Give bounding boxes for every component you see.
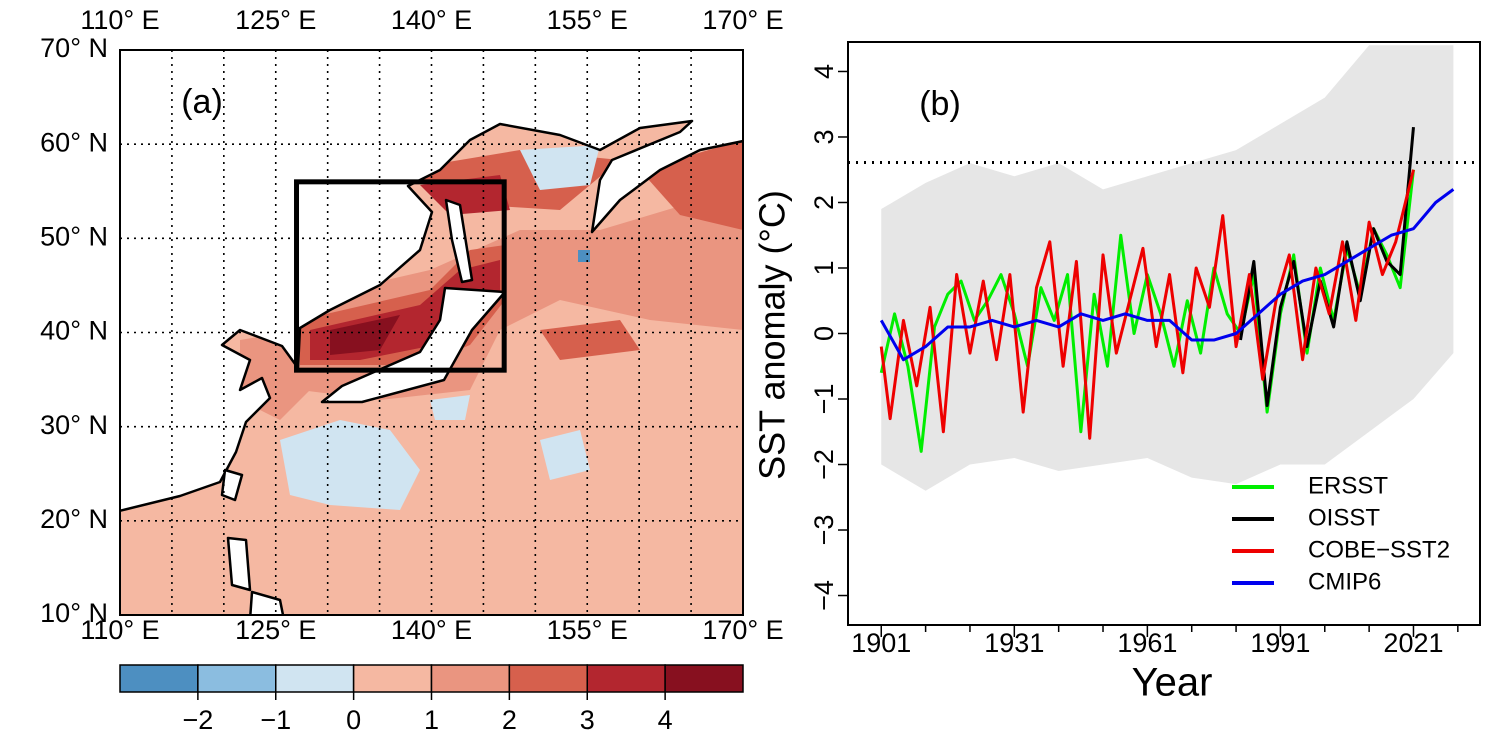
x-tick-label: 140° E bbox=[391, 5, 472, 35]
x-tick-label: 170° E bbox=[702, 5, 783, 35]
x-tick-label: 2021 bbox=[1383, 628, 1443, 658]
anomaly-patch bbox=[540, 430, 590, 480]
series-line bbox=[879, 188, 1455, 362]
colorbar-bin bbox=[275, 664, 355, 693]
y-tick-label: 2 bbox=[809, 195, 839, 210]
land bbox=[220, 468, 244, 502]
anomaly-patch bbox=[540, 320, 640, 360]
colorbar-tick-label: 0 bbox=[346, 705, 361, 735]
land bbox=[249, 590, 285, 615]
colorbar-bin bbox=[430, 664, 511, 693]
land bbox=[320, 286, 507, 404]
x-tick-label: 1991 bbox=[1250, 628, 1310, 658]
y-tick-label: 40° N bbox=[40, 316, 108, 346]
y-tick-label: 60° N bbox=[40, 127, 108, 157]
y-tick-label: 50° N bbox=[40, 221, 108, 251]
y-tick-label: 0 bbox=[809, 326, 839, 341]
colorbar-tick-label: −1 bbox=[260, 705, 291, 735]
anomaly-patch bbox=[520, 145, 600, 190]
panel-label: (a) bbox=[181, 83, 223, 121]
ensemble-range bbox=[881, 45, 1454, 491]
land bbox=[226, 536, 252, 592]
x-tick-label: 1961 bbox=[1117, 628, 1177, 658]
x-tick-label: 125° E bbox=[235, 615, 316, 645]
panel-label: (b) bbox=[919, 85, 961, 123]
y-tick-label: −2 bbox=[809, 449, 839, 480]
y-tick-label: −4 bbox=[809, 580, 839, 611]
colorbar-tick-label: 4 bbox=[658, 705, 673, 735]
y-tick-label: 3 bbox=[809, 129, 839, 144]
legend-label: CMIP6 bbox=[1308, 568, 1381, 595]
y-tick-label: 1 bbox=[809, 260, 839, 275]
region-box bbox=[294, 179, 507, 373]
y-tick-label: 10° N bbox=[40, 598, 108, 628]
anomaly-patch bbox=[420, 175, 510, 215]
colorbar-bin bbox=[508, 664, 588, 693]
legend-label: COBE−SST2 bbox=[1308, 536, 1450, 563]
x-tick-label: 155° E bbox=[547, 615, 628, 645]
x-tick-label: 1901 bbox=[851, 628, 911, 658]
y-tick-label: 4 bbox=[809, 64, 839, 79]
plot-area bbox=[848, 45, 1480, 491]
legend-label: ERSST bbox=[1308, 472, 1388, 499]
x-tick-label: 140° E bbox=[391, 615, 472, 645]
y-tick-label: 30° N bbox=[40, 410, 108, 440]
y-tick-label: 70° N bbox=[40, 33, 108, 63]
colorbar-tick-label: 2 bbox=[502, 705, 517, 735]
colorbar-bin bbox=[197, 664, 277, 693]
x-tick-label: 125° E bbox=[235, 5, 316, 35]
y-tick-label: −3 bbox=[809, 515, 839, 546]
land bbox=[444, 198, 474, 284]
colorbar-tick-label: −2 bbox=[182, 705, 213, 735]
x-tick-label: 155° E bbox=[547, 5, 628, 35]
anomaly-patch bbox=[430, 395, 470, 420]
colorbar-bin bbox=[586, 664, 666, 693]
y-axis-title: SST anomaly (°C) bbox=[752, 190, 793, 480]
x-tick-label: 170° E bbox=[702, 615, 783, 645]
colorbar-bin bbox=[664, 664, 744, 693]
x-tick-label: 1931 bbox=[984, 628, 1044, 658]
anomaly-patch bbox=[280, 420, 420, 510]
colorbar-bin bbox=[119, 664, 199, 693]
x-axis-title: Year bbox=[1132, 661, 1213, 705]
x-tick-label: 110° E bbox=[80, 5, 159, 35]
colorbar-bin bbox=[352, 664, 433, 693]
legend-label: OISST bbox=[1308, 504, 1380, 531]
anomaly-patch bbox=[330, 315, 400, 355]
y-tick-label: −1 bbox=[809, 384, 839, 415]
anomaly-patch bbox=[578, 250, 590, 262]
colorbar-tick-label: 3 bbox=[580, 705, 595, 735]
x-tick-label: 110° E bbox=[80, 615, 159, 645]
y-tick-label: 20° N bbox=[40, 504, 108, 534]
colorbar-tick-label: 1 bbox=[424, 705, 439, 735]
